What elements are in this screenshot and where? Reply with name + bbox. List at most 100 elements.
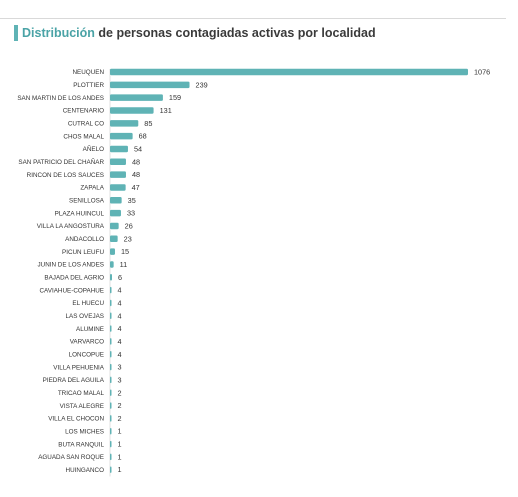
category-label: LAS OVEJAS — [66, 313, 105, 320]
category-label: TRICAO MALAL — [58, 390, 105, 397]
chart-title-highlight: Distribución — [22, 26, 95, 40]
category-label: VILLA LA ANGOSTURA — [37, 223, 105, 230]
category-label: RINCON DE LOS SAUCES — [27, 172, 104, 179]
category-label: SENILLOSA — [69, 198, 105, 205]
value-label: 23 — [124, 234, 132, 243]
bar — [110, 197, 122, 204]
bar — [110, 376, 112, 384]
value-label: 1 — [118, 440, 122, 449]
value-label: 239 — [196, 80, 208, 89]
bar — [110, 81, 190, 89]
category-label: LONCOPUE — [69, 351, 104, 358]
category-label: PIEDRA DEL AGUILA — [43, 377, 105, 384]
bar — [110, 338, 112, 345]
value-label: 4 — [118, 337, 122, 346]
value-label: 2 — [118, 401, 122, 410]
category-label: ALUMINE — [76, 326, 104, 333]
category-label: NEUQUEN — [73, 69, 105, 76]
category-label: BAJADA DEL AGRIO — [44, 274, 104, 281]
bar — [110, 274, 112, 281]
value-label: 6 — [118, 273, 122, 282]
category-label: CENTENARIO — [63, 108, 104, 115]
bar — [110, 312, 112, 320]
bar — [110, 248, 115, 255]
top-divider — [0, 18, 506, 19]
bar — [110, 402, 112, 409]
value-label: 4 — [118, 324, 122, 333]
chart-title: Distribución de personas contagiadas act… — [22, 25, 376, 41]
chart-title-rest: de personas contagiadas activas por loca… — [94, 26, 376, 40]
value-label: 26 — [125, 221, 133, 230]
bar — [110, 389, 112, 396]
category-label: VISTA ALEGRE — [60, 403, 104, 410]
value-label: 1076 — [474, 68, 490, 77]
bar — [110, 107, 154, 114]
bar — [110, 158, 126, 166]
value-label: 85 — [144, 119, 152, 128]
bar — [110, 132, 133, 140]
value-label: 35 — [128, 196, 136, 205]
category-label: JUNIN DE LOS ANDES — [38, 262, 104, 269]
value-label: 11 — [120, 260, 128, 269]
value-label: 4 — [118, 286, 122, 295]
value-label: 15 — [121, 247, 129, 256]
value-label: 54 — [134, 144, 142, 153]
value-label: 131 — [160, 106, 172, 115]
bar — [110, 440, 112, 448]
title-accent-bar — [14, 25, 18, 41]
category-label: ZAPALA — [80, 185, 104, 192]
bar — [110, 286, 112, 294]
bar — [110, 120, 139, 127]
value-label: 4 — [118, 298, 122, 307]
bar — [110, 466, 112, 473]
category-label: ANDACOLLO — [65, 236, 104, 243]
value-label: 2 — [118, 388, 122, 397]
bar — [110, 222, 119, 230]
value-label: 48 — [132, 170, 140, 179]
category-label: SAN MARTIN DE LOS ANDES — [17, 95, 104, 102]
bar — [110, 68, 468, 76]
bar — [110, 235, 118, 243]
value-label: 1 — [118, 465, 122, 474]
value-label: 4 — [118, 350, 122, 359]
bar — [110, 453, 112, 461]
bar — [110, 171, 126, 178]
category-label: AÑELO — [83, 144, 104, 153]
category-label: SAN PATRICIO DEL CHAÑAR — [18, 157, 104, 166]
bar — [110, 209, 121, 217]
category-label: CHOS MALAL — [63, 133, 104, 140]
category-label: BUTA RANQUIL — [58, 441, 104, 448]
bar — [110, 299, 112, 307]
category-label: HUINGANCO — [66, 467, 105, 474]
value-label: 47 — [132, 183, 140, 192]
bar — [110, 145, 128, 153]
bar — [110, 415, 112, 422]
bar — [110, 325, 112, 332]
bar — [110, 94, 163, 101]
category-label: LOS MICHES — [65, 428, 104, 435]
category-label: PLOTTIER — [73, 82, 104, 89]
bar — [110, 363, 112, 371]
category-label: VILLA EL CHOCON — [48, 416, 104, 423]
category-label: EL HUECU — [72, 300, 104, 307]
bar — [110, 427, 112, 435]
category-label: VARVARCO — [70, 339, 104, 346]
value-label: 48 — [132, 157, 140, 166]
category-label: AGUADA SAN ROQUE — [38, 454, 104, 461]
value-label: 1 — [118, 427, 122, 436]
category-label: VILLA PEHUENIA — [53, 364, 105, 371]
value-label: 68 — [139, 132, 147, 141]
value-label: 3 — [118, 363, 122, 372]
bar — [110, 184, 126, 191]
category-label: CUTRAL CO — [68, 121, 104, 128]
value-label: 159 — [169, 93, 181, 102]
category-label: PICUN LEUFU — [62, 249, 104, 256]
bar — [110, 351, 112, 358]
bar — [110, 261, 114, 268]
value-label: 33 — [127, 209, 135, 218]
value-label: 4 — [118, 311, 122, 320]
category-label: CAVIAHUE-COPAHUE — [40, 287, 105, 294]
category-label: PLAZA HUINCUL — [55, 210, 105, 217]
value-label: 2 — [118, 414, 122, 423]
